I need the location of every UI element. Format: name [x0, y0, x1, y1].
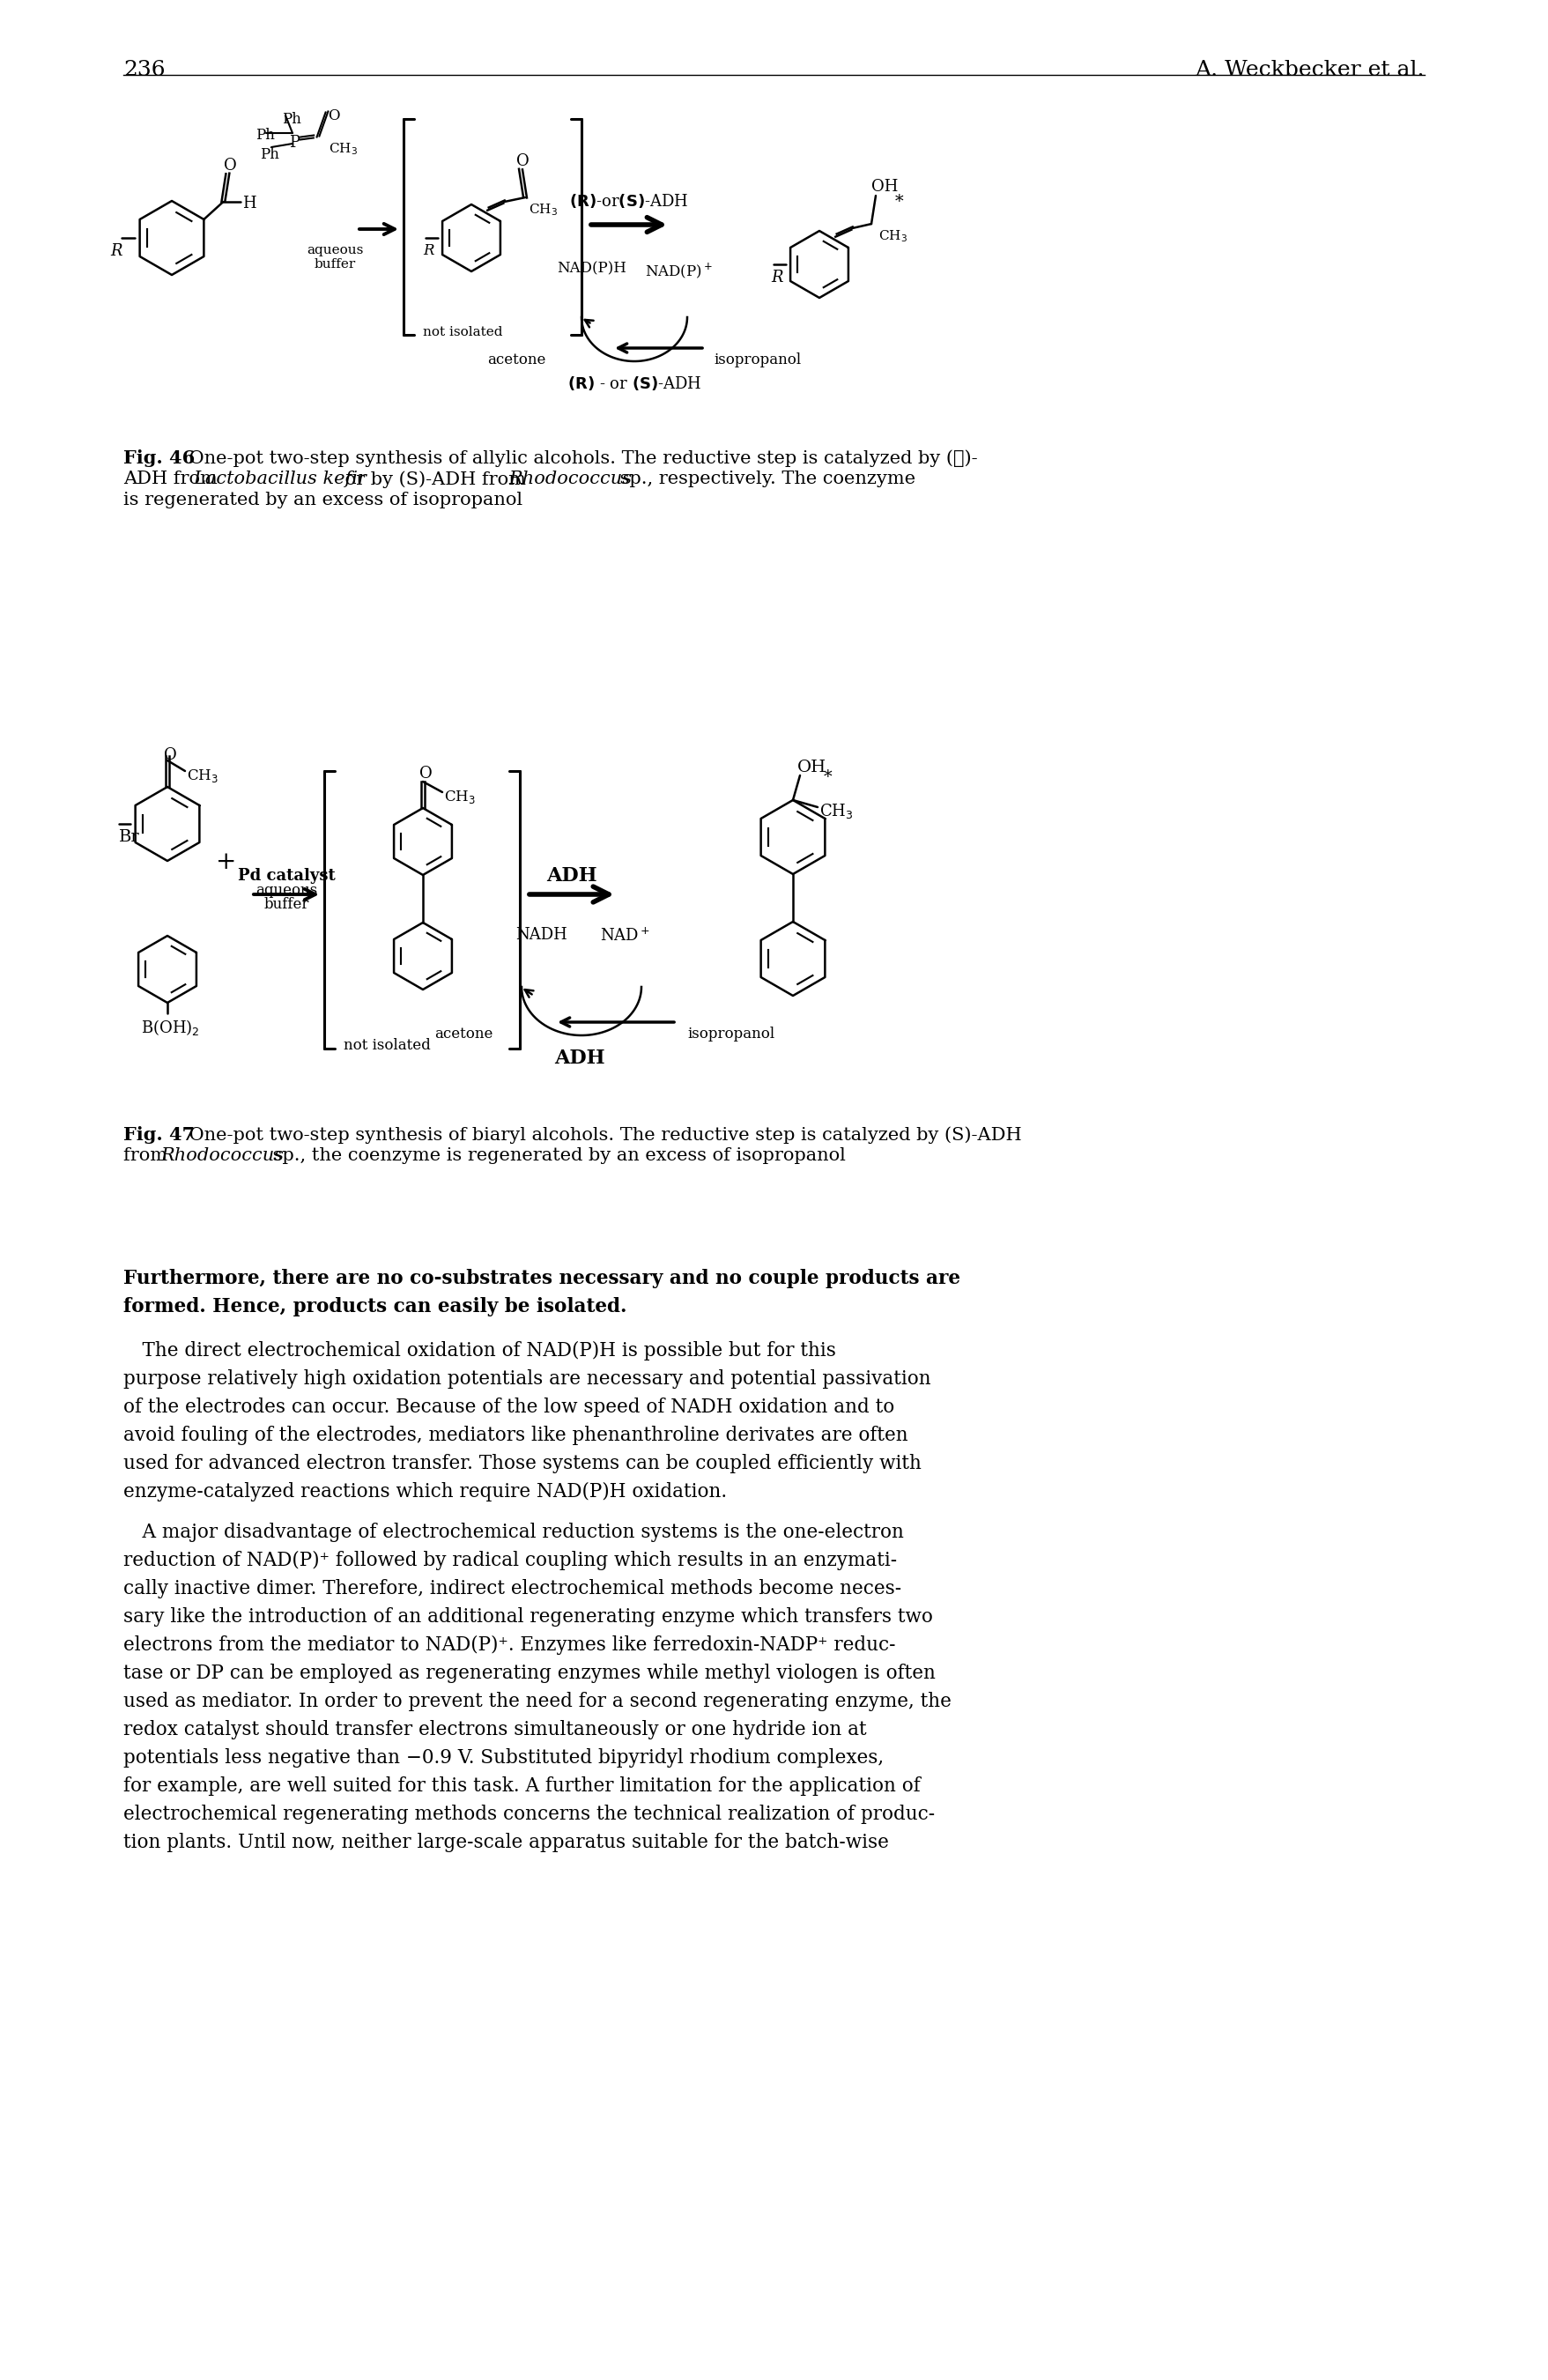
Text: B(OH)$_2$: B(OH)$_2$ [141, 1019, 200, 1038]
Text: buffer: buffer [263, 897, 310, 912]
Text: ADH: ADH [546, 866, 598, 885]
Text: CH$_3$: CH$_3$ [444, 788, 475, 804]
Text: sp., the coenzyme is regenerated by an excess of isopropanol: sp., the coenzyme is regenerated by an e… [266, 1147, 845, 1164]
Text: *: * [824, 769, 833, 785]
Text: Br: Br [119, 828, 139, 845]
Text: A major disadvantage of electrochemical reduction systems is the one-electron: A major disadvantage of electrochemical … [124, 1523, 904, 1542]
Text: buffer: buffer [314, 257, 356, 271]
Text: aqueous: aqueous [307, 245, 364, 257]
Text: of the electrodes can occur. Because of the low speed of NADH oxidation and to: of the electrodes can occur. Because of … [124, 1397, 895, 1416]
Text: O: O [328, 109, 339, 124]
Text: reduction of NAD(P)⁺ followed by radical coupling which results in an enzymati-: reduction of NAD(P)⁺ followed by radical… [124, 1552, 896, 1571]
Text: Furthermore, there are no co-substrates necessary and no couple products are: Furthermore, there are no co-substrates … [124, 1269, 960, 1288]
Text: A. Weckbecker et al.: A. Weckbecker et al. [1195, 60, 1424, 81]
Text: R: R [423, 243, 433, 257]
Text: not isolated: not isolated [344, 1038, 430, 1052]
Text: H: H [243, 195, 257, 212]
Text: for example, are well suited for this task. A further limitation for the applica: for example, are well suited for this ta… [124, 1775, 921, 1797]
Text: Fig. 47: Fig. 47 [124, 1126, 195, 1145]
Text: sary like the introduction of an additional regenerating enzyme which transfers : sary like the introduction of an additio… [124, 1607, 933, 1626]
Text: One-pot two-step synthesis of biaryl alcohols. The reductive step is catalyzed b: One-pot two-step synthesis of biaryl alc… [183, 1126, 1022, 1142]
Text: NAD(P)H: NAD(P)H [557, 262, 627, 276]
Text: +: + [215, 850, 237, 873]
Text: aqueous: aqueous [255, 883, 317, 897]
Text: tase or DP can be employed as regenerating enzymes while methyl viologen is ofte: tase or DP can be employed as regenerati… [124, 1664, 935, 1683]
Text: CH$_3$: CH$_3$ [528, 202, 557, 217]
Text: 236: 236 [124, 60, 166, 81]
Text: sp., respectively. The coenzyme: sp., respectively. The coenzyme [615, 471, 915, 488]
Text: CH$_3$: CH$_3$ [187, 766, 218, 785]
Text: electrochemical regenerating methods concerns the technical realization of produ: electrochemical regenerating methods con… [124, 1804, 935, 1823]
Text: R: R [771, 269, 783, 286]
Text: purpose relatively high oxidation potentials are necessary and potential passiva: purpose relatively high oxidation potent… [124, 1368, 930, 1388]
Text: not isolated: not isolated [423, 326, 503, 338]
Text: O: O [224, 157, 237, 174]
Text: Ph: Ph [282, 112, 302, 126]
Text: $\bf{(R)}$ - or $\bf{(S)}$-ADH: $\bf{(R)}$ - or $\bf{(S)}$-ADH [567, 374, 701, 393]
Text: CH$_3$: CH$_3$ [878, 228, 907, 243]
Text: P: P [289, 136, 300, 150]
Text: $\bf{(R)}$-or$\bf{(S)}$-ADH: $\bf{(R)}$-or$\bf{(S)}$-ADH [570, 193, 689, 209]
Text: One-pot two-step synthesis of allylic alcohols. The reductive step is catalyzed : One-pot two-step synthesis of allylic al… [183, 450, 978, 466]
Text: O: O [164, 747, 176, 764]
Text: Pd catalyst: Pd catalyst [237, 869, 334, 883]
Text: redox catalyst should transfer electrons simultaneously or one hydride ion at: redox catalyst should transfer electrons… [124, 1721, 867, 1740]
Text: The direct electrochemical oxidation of NAD(P)H is possible but for this: The direct electrochemical oxidation of … [124, 1340, 836, 1361]
Text: OH: OH [797, 759, 827, 776]
Text: Rhodococcus: Rhodococcus [508, 471, 632, 488]
Text: cally inactive dimer. Therefore, indirect electrochemical methods become neces-: cally inactive dimer. Therefore, indirec… [124, 1578, 901, 1599]
Text: *: * [895, 193, 904, 209]
Text: CH$_3$: CH$_3$ [328, 140, 358, 157]
Text: CH$_3$: CH$_3$ [819, 802, 853, 821]
Text: NAD(P)$^+$: NAD(P)$^+$ [644, 262, 712, 281]
Text: electrons from the mediator to NAD(P)⁺. Enzymes like ferredoxin-NADP⁺ reduc-: electrons from the mediator to NAD(P)⁺. … [124, 1635, 896, 1654]
Text: tion plants. Until now, neither large-scale apparatus suitable for the batch-wis: tion plants. Until now, neither large-sc… [124, 1833, 889, 1852]
Text: Rhodococcus: Rhodococcus [161, 1147, 283, 1164]
Text: NADH: NADH [515, 926, 568, 942]
Text: ADH: ADH [554, 1050, 605, 1069]
Text: NAD$^+$: NAD$^+$ [601, 926, 650, 945]
Text: formed. Hence, products can easily be isolated.: formed. Hence, products can easily be is… [124, 1297, 627, 1316]
Text: Lactobacillus kefir: Lactobacillus kefir [194, 471, 367, 488]
Text: used as mediator. In order to prevent the need for a second regenerating enzyme,: used as mediator. In order to prevent th… [124, 1692, 952, 1711]
Text: potentials less negative than −0.9 V. Substituted bipyridyl rhodium complexes,: potentials less negative than −0.9 V. Su… [124, 1749, 884, 1768]
Text: is regenerated by an excess of isopropanol: is regenerated by an excess of isopropan… [124, 493, 523, 509]
Text: ADH from: ADH from [124, 471, 223, 488]
Text: enzyme-catalyzed reactions which require NAD(P)H oxidation.: enzyme-catalyzed reactions which require… [124, 1483, 728, 1502]
Text: O: O [517, 152, 529, 169]
Text: used for advanced electron transfer. Those systems can be coupled efficiently wi: used for advanced electron transfer. Tho… [124, 1454, 921, 1473]
Text: or by (S)-ADH from: or by (S)-ADH from [339, 471, 533, 488]
Text: Fig. 46: Fig. 46 [124, 450, 195, 466]
Text: from: from [124, 1147, 173, 1164]
Text: acetone: acetone [435, 1026, 494, 1042]
Text: isopropanol: isopropanol [714, 352, 800, 367]
Text: avoid fouling of the electrodes, mediators like phenanthroline derivates are oft: avoid fouling of the electrodes, mediato… [124, 1426, 909, 1445]
Text: R: R [110, 243, 122, 259]
Text: Ph: Ph [260, 148, 279, 162]
Text: OH: OH [872, 178, 898, 195]
Text: acetone: acetone [488, 352, 546, 367]
Text: isopropanol: isopropanol [687, 1026, 774, 1042]
Text: Ph: Ph [255, 129, 276, 143]
Text: O: O [420, 766, 432, 781]
